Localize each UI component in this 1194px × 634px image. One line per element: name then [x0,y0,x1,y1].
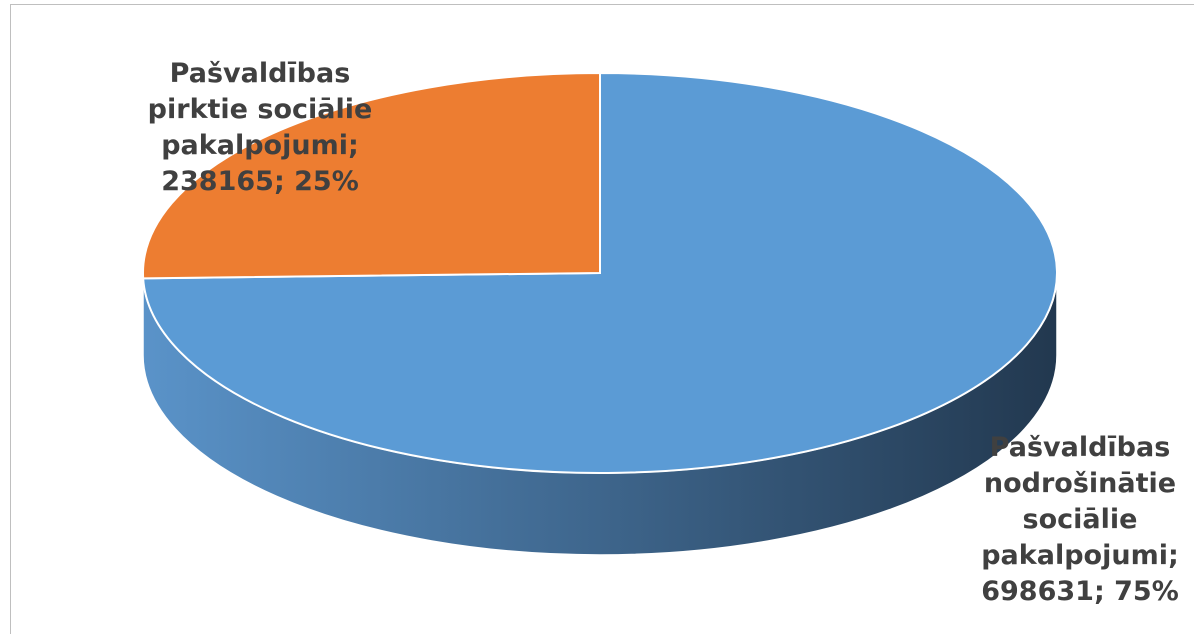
slice-label-nodrosinatie: Pašvaldības nodrošinātie sociālie pakalp… [960,430,1194,610]
slice-label-line: pirktie sociālie [147,94,373,125]
slice-label-line: sociālie [1022,504,1138,535]
slice-value-label: 238165; 25% [161,166,359,197]
pie-slice-pirktie [142,71,601,280]
slice-label-pirktie: Pašvaldības pirktie sociālie pakalpojumi… [140,56,380,200]
slice-label-line: Pašvaldības [169,58,351,89]
slice-label-line: pakalpojumi; [981,540,1179,571]
slice-label-line: nodrošinātie [983,468,1177,499]
slice-label-line: pakalpojumi; [161,130,359,161]
slice-label-line: Pašvaldības [989,432,1171,463]
slice-value-label: 698631; 75% [981,576,1179,607]
chart-frame [10,4,1194,634]
